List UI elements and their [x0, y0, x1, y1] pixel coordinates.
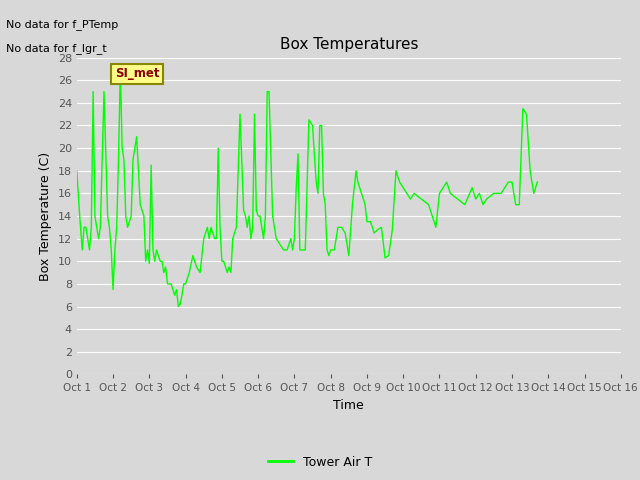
Legend: Tower Air T: Tower Air T — [263, 451, 377, 474]
Text: No data for f_PTemp: No data for f_PTemp — [6, 19, 118, 30]
Text: No data for f_lgr_t: No data for f_lgr_t — [6, 43, 107, 54]
Text: SI_met: SI_met — [115, 67, 159, 80]
X-axis label: Time: Time — [333, 399, 364, 412]
Y-axis label: Box Temperature (C): Box Temperature (C) — [39, 151, 52, 281]
Title: Box Temperatures: Box Temperatures — [280, 37, 418, 52]
